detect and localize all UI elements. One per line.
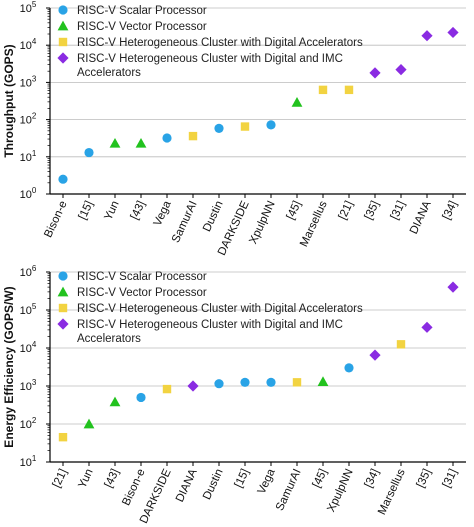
throughput-y-tick-label: 100 [20,186,37,201]
throughput-y-tick-label: 105 [20,0,37,15]
throughput-legend-marker-vector [57,20,69,31]
energy-x-tick-label: Yun [76,467,95,490]
energy-point-vector [83,418,95,429]
throughput-legend-label: RISC-V Vector Processor [77,21,207,33]
throughput-point-digital [240,122,250,131]
energy-point-digital [396,340,406,349]
energy-y-tick-label: 102 [20,416,37,431]
throughput-x-tick-label: [15] [77,199,96,221]
energy-x-tick-label: Vega [256,467,278,496]
energy-legend-label: RISC-V Heterogeneous Cluster with Digita… [77,319,343,331]
energy-y-tick-label: 106 [20,264,37,279]
energy-x-tick-label: Marsellus [376,467,408,517]
throughput-point-imc [447,26,459,39]
energy-legend-label: Accelerators [77,333,141,345]
energy-y-tick-label: 105 [20,302,37,317]
throughput-point-scalar [58,174,68,184]
throughput-point-digital [318,85,328,95]
energy-point-digital [162,384,172,394]
energy-point-vector [317,376,329,386]
throughput-point-vector [109,137,121,148]
energy-legend-marker-vector [57,286,69,297]
energy-legend-marker-digital [58,303,68,313]
energy-legend-label: RISC-V Scalar Processor [77,271,207,283]
throughput-chart-panel: 100 101 102 103 104 105 Throughput (GOPS) Bison… [2,0,466,258]
throughput-point-digital [188,131,198,141]
throughput-x-tick-label: Bison-e [42,199,69,239]
throughput-x-tick-label: [35] [363,199,382,221]
throughput-x-tick-label: Vega [152,199,174,228]
energy-point-imc [187,380,199,392]
throughput-y-tick-label: 102 [20,112,37,127]
throughput-point-imc [395,64,407,76]
energy-x-tick-label: [45] [311,467,330,489]
throughput-y-tick-label: 103 [20,74,37,89]
energy-legend-marker-imc [57,318,69,330]
throughput-y-axis-label: Throughput (GOPS) [2,44,16,157]
throughput-point-vector [135,137,147,148]
energy-point-vector [109,396,121,407]
throughput-legend-marker-scalar [58,5,68,15]
energy-x-tick-label: [35] [415,467,434,489]
throughput-x-tick-label: [43] [129,199,148,221]
energy-point-imc [447,281,459,293]
energy-y-tick-label: 101 [20,454,37,469]
throughput-x-tick-label: [34] [441,199,460,221]
energy-point-digital [292,378,302,387]
energy-y-tick-label: 103 [20,378,37,393]
throughput-x-tick-label: DIANA [408,199,434,236]
throughput-legend-label: RISC-V Scalar Processor [77,5,207,17]
energy-legend-marker-scalar [58,271,68,281]
throughput-x-tick-label: [45] [285,199,304,221]
energy-x-tick-label: SamurAI [274,467,304,513]
energy-point-imc [369,349,381,361]
throughput-legend-label: RISC-V Heterogeneous Cluster with Digita… [77,37,363,49]
energy-x-tick-label: Dustin [201,467,226,502]
energy-legend-label: RISC-V Heterogeneous Cluster with Digita… [77,303,363,315]
energy-efficiency-chart-panel: 101 102 103 104 105 106 Energy Efficiency (GOP… [2,264,466,526]
throughput-legend-marker-imc [57,52,69,64]
energy-x-tick-label: Bison-e [120,467,147,507]
energy-point-imc [421,321,433,333]
throughput-point-scalar [214,123,224,134]
throughput-y-tick-label: 104 [20,37,37,52]
throughput-point-scalar [266,120,276,130]
energy-legend: RISC-V Scalar Processor RISC-V Vector Pro… [57,271,363,345]
throughput-point-scalar [84,147,94,158]
energy-point-digital [58,432,68,442]
throughput-legend-label: Accelerators [77,67,141,79]
throughput-legend-marker-digital [58,37,68,47]
energy-x-tick-label: [21] [51,467,70,489]
energy-y-axis-label: Energy Efficiency (GOPS/W) [2,286,16,447]
energy-x-tick-label: XpulpNN [325,467,355,514]
throughput-x-tick-label: SamurAI [170,199,200,245]
energy-point-scalar [214,379,224,389]
throughput-x-tick-label: [31] [389,199,408,221]
throughput-x-tick-label: [21] [337,199,356,221]
energy-point-scalar [344,363,354,373]
throughput-x-tick-label: Marsellus [298,199,330,249]
throughput-point-vector [291,96,303,107]
throughput-x-tick-label: Yun [102,199,121,222]
throughput-x-tick-label: XpulpNN [247,199,277,246]
energy-legend-label: RISC-V Vector Processor [77,287,207,299]
throughput-point-imc [369,67,381,79]
energy-point-scalar [266,377,276,387]
energy-y-tick-label: 104 [20,340,37,355]
throughput-y-tick-label: 101 [20,149,37,164]
energy-x-tick-label: [15] [233,467,252,489]
throughput-point-scalar [162,133,172,143]
energy-x-tick-label: DIANA [174,467,200,504]
throughput-point-digital [344,85,354,95]
throughput-legend: RISC-V Scalar Processor RISC-V Vector Pro… [57,5,363,79]
energy-x-tick-label: [43] [103,467,122,489]
throughput-x-tick-label: Dustin [201,199,226,234]
energy-point-scalar [136,392,146,403]
throughput-point-imc [421,30,433,42]
energy-point-scalar [240,377,250,387]
energy-x-tick-label: [31] [441,467,460,489]
throughput-legend-label: RISC-V Heterogeneous Cluster with Digita… [77,53,343,65]
energy-x-tick-label: [34] [363,467,382,489]
